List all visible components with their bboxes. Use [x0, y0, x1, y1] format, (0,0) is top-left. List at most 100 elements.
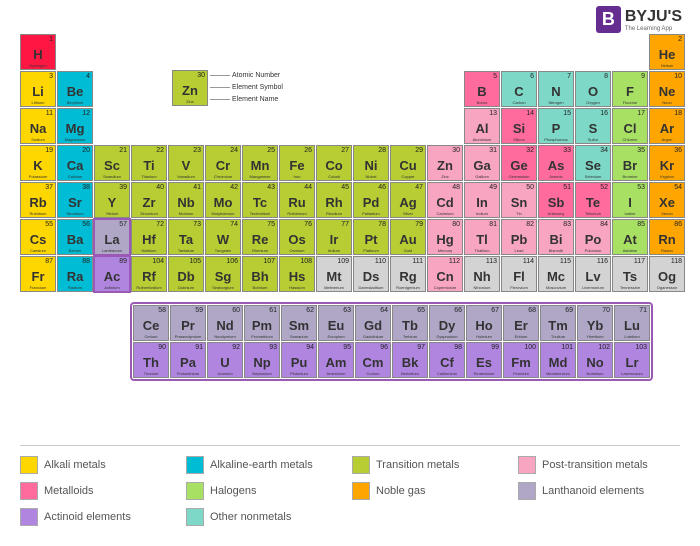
- element-Rh: 45RhRhodium: [316, 182, 352, 218]
- atomic-number: 87: [45, 258, 53, 265]
- logo-sub: The Learning App: [625, 26, 682, 32]
- element-symbol: As: [548, 158, 565, 173]
- element-name: Cerium: [134, 334, 168, 339]
- atomic-number: 16: [600, 110, 608, 117]
- element-Ga: 31GaGallium: [464, 145, 500, 181]
- legend-item: Post-transition metals: [518, 456, 680, 474]
- element-name: Hafnium: [132, 248, 166, 253]
- element-symbol: Ra: [67, 269, 84, 284]
- element-symbol: Ne: [659, 84, 676, 99]
- element-name: Hydrogen: [21, 63, 55, 68]
- element-name: Erbium: [504, 334, 538, 339]
- atomic-number: 28: [378, 147, 386, 154]
- element-Y: 39YYttrium: [94, 182, 130, 218]
- element-name: Einsteinium: [467, 371, 501, 376]
- atomic-number: 69: [565, 307, 573, 314]
- element-symbol: Bh: [251, 269, 268, 284]
- element-Rn: 86RnRadon: [649, 219, 685, 255]
- atomic-number: 8: [604, 73, 608, 80]
- element-name: Gold: [391, 248, 425, 253]
- element-symbol: Fl: [513, 269, 525, 284]
- atomic-number: 42: [230, 184, 238, 191]
- element-Al: 13AlAluminium: [464, 108, 500, 144]
- atomic-number: 44: [304, 184, 312, 191]
- element-symbol: Bk: [402, 355, 419, 370]
- legend-label: Actinoid elements: [44, 511, 131, 523]
- atomic-number: 14: [526, 110, 534, 117]
- element-Sg: 106SgSeaborgium: [205, 256, 241, 292]
- element-name: Scandium: [95, 174, 129, 179]
- atomic-number: 45: [341, 184, 349, 191]
- element-Pu: 94PuPlutonium: [281, 342, 317, 378]
- element-symbol: Am: [326, 355, 347, 370]
- element-name: Gallium: [465, 174, 499, 179]
- element-symbol: Dy: [439, 318, 456, 333]
- atomic-number: 55: [45, 221, 53, 228]
- element-symbol: Ag: [399, 195, 416, 210]
- atomic-number: 78: [378, 221, 386, 228]
- element-P: 15PPhosphorous: [538, 108, 574, 144]
- element-S: 16SSulfur: [575, 108, 611, 144]
- element-I: 53IIodine: [612, 182, 648, 218]
- legend-label: Alkali metals: [44, 459, 106, 471]
- element-symbol: V: [182, 158, 191, 173]
- element-Ca: 20CaCalcium: [57, 145, 93, 181]
- element-name: Germanium: [502, 174, 536, 179]
- atomic-number: 2: [678, 36, 682, 43]
- element-symbol: C: [514, 84, 523, 99]
- atomic-number: 68: [528, 307, 536, 314]
- atomic-number: 3: [49, 73, 53, 80]
- atomic-number: 81: [489, 221, 497, 228]
- element-symbol: Cl: [624, 121, 637, 136]
- element-N: 7NNitrogen: [538, 71, 574, 107]
- atomic-number: 84: [600, 221, 608, 228]
- atomic-number: 63: [343, 307, 351, 314]
- element-Si: 14SiSilicon: [501, 108, 537, 144]
- key-labels: Atomic Number Element Symbol Element Nam…: [232, 70, 283, 106]
- element-Tc: 43TcTechnetium: [242, 182, 278, 218]
- element-name: Seaborgium: [206, 285, 240, 290]
- atomic-number: 5: [493, 73, 497, 80]
- element-symbol: Fe: [289, 158, 304, 173]
- element-name: Manganese: [243, 174, 277, 179]
- element-name: Flerovium: [502, 285, 536, 290]
- element-name: Protactinium: [171, 371, 205, 376]
- atomic-number: 102: [598, 344, 610, 351]
- element-symbol: Cs: [30, 232, 47, 247]
- element-Pa: 91PaProtactinium: [170, 342, 206, 378]
- atomic-number: 80: [452, 221, 460, 228]
- element-Cn: 112CnCopernicium: [427, 256, 463, 292]
- element-Kr: 36KrKrypton: [649, 145, 685, 181]
- element-name: Iodine: [613, 211, 647, 216]
- element-symbol: Nd: [216, 318, 233, 333]
- element-Cf: 98CfCalifornium: [429, 342, 465, 378]
- element-symbol: N: [551, 84, 560, 99]
- element-symbol: Ba: [67, 232, 84, 247]
- element-symbol: Kr: [660, 158, 674, 173]
- element-name: Niobium: [169, 211, 203, 216]
- element-F: 9FFluorine: [612, 71, 648, 107]
- element-name: Chlorine: [613, 137, 647, 142]
- element-Rg: 111RgRoentgenium: [390, 256, 426, 292]
- element-symbol: Pm: [252, 318, 272, 333]
- atomic-number: 83: [563, 221, 571, 228]
- legend-swatch: [186, 456, 204, 474]
- element-name: Holmium: [467, 334, 501, 339]
- element-Fr: 87FrFrancium: [20, 256, 56, 292]
- atomic-number: 82: [526, 221, 534, 228]
- atomic-number: 70: [602, 307, 610, 314]
- element-Cu: 29CuCopper: [390, 145, 426, 181]
- element-name: Chromium: [206, 174, 240, 179]
- element-name: Lithium: [21, 100, 55, 105]
- element-symbol: K: [33, 158, 42, 173]
- legend-item: Lanthanoid elements: [518, 482, 680, 500]
- element-name: Osmium: [280, 248, 314, 253]
- legend-item: Transition metals: [352, 456, 514, 474]
- element-Md: 101MdMendelevium: [540, 342, 576, 378]
- element-Ts: 117TsTennessine: [612, 256, 648, 292]
- element-name: Sodium: [21, 137, 55, 142]
- element-Yb: 70YbYtterbium: [577, 305, 613, 341]
- element-Tm: 69TmThulium: [540, 305, 576, 341]
- element-Cd: 48CdCadmium: [427, 182, 463, 218]
- element-symbol: Se: [585, 158, 601, 173]
